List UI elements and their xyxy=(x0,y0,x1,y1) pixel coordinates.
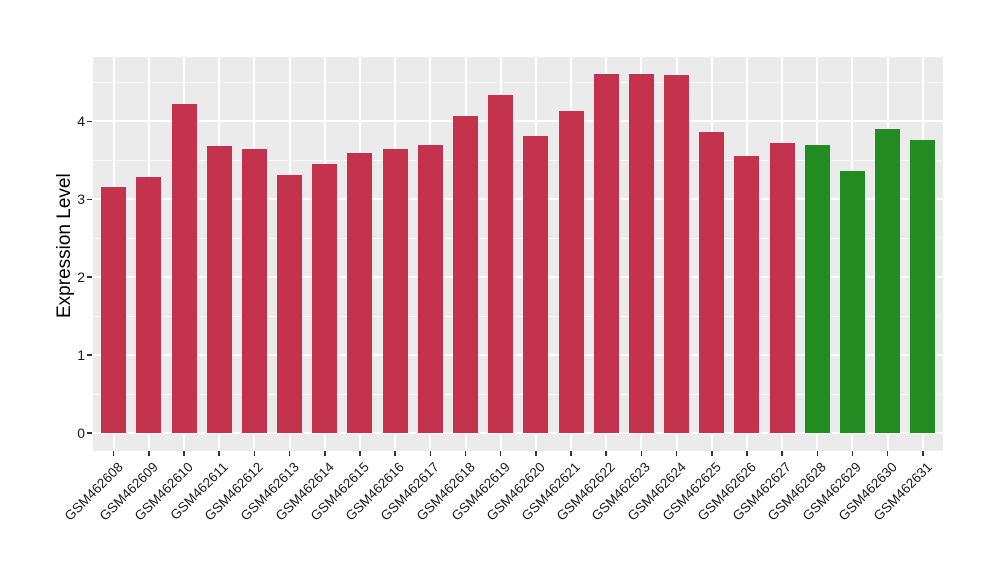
x-tick-mark xyxy=(288,451,291,456)
bar-GSM462626 xyxy=(734,155,760,433)
y-tick-label: 3 xyxy=(77,191,85,208)
bar-GSM462610 xyxy=(171,104,197,433)
x-tick-mark xyxy=(886,451,889,456)
gridline-major xyxy=(93,198,943,201)
x-tick-mark xyxy=(570,451,572,456)
x-tick-mark xyxy=(359,451,361,456)
x-tick-mark xyxy=(746,451,748,456)
x-tick-mark xyxy=(183,451,185,456)
x-tick-mark xyxy=(640,451,643,456)
bar-GSM462622 xyxy=(593,73,619,433)
gridline-minor xyxy=(93,160,943,162)
y-axis-title: Expression Level xyxy=(54,173,75,318)
x-tick-mark xyxy=(253,451,256,456)
bar-GSM462623 xyxy=(628,73,654,433)
gridline-major xyxy=(93,276,943,279)
gridline-minor xyxy=(93,316,943,318)
bar-GSM462631 xyxy=(910,140,936,433)
y-tick-mark xyxy=(87,198,92,201)
y-tick-label: 1 xyxy=(77,347,85,364)
gridline-major xyxy=(93,354,943,357)
x-tick-mark xyxy=(218,451,220,456)
x-tick-mark xyxy=(535,451,537,456)
bar-GSM462616 xyxy=(382,148,408,433)
bar-GSM462625 xyxy=(699,131,725,433)
x-tick-mark xyxy=(711,451,713,456)
y-tick-mark xyxy=(87,120,92,123)
y-tick-label: 0 xyxy=(77,425,85,441)
bar-GSM462617 xyxy=(417,144,443,433)
x-tick-mark xyxy=(816,451,819,456)
bar-GSM462609 xyxy=(136,176,162,433)
x-tick-mark xyxy=(148,451,150,456)
gridline-major xyxy=(93,120,943,123)
bar-GSM462624 xyxy=(664,75,690,433)
bar-GSM462620 xyxy=(523,136,549,433)
y-tick-label: 4 xyxy=(77,113,85,130)
gridline-minor xyxy=(93,394,943,396)
bar-GSM462615 xyxy=(347,153,373,433)
x-tick-mark xyxy=(464,451,467,456)
y-tick-mark xyxy=(87,354,92,356)
y-tick-mark xyxy=(87,276,92,278)
bar-GSM462608 xyxy=(101,186,127,433)
x-tick-mark xyxy=(781,451,783,456)
x-tick-mark xyxy=(324,451,326,456)
x-tick-mark xyxy=(922,451,924,456)
gridline-major xyxy=(93,432,943,434)
y-tick-mark xyxy=(87,432,92,434)
bar-GSM462621 xyxy=(558,111,584,433)
bar-GSM462613 xyxy=(277,175,303,433)
plot-panel xyxy=(93,57,943,451)
bar-GSM462618 xyxy=(453,115,478,433)
x-tick-mark xyxy=(394,451,396,456)
bar-GSM462628 xyxy=(804,144,830,433)
bar-GSM462611 xyxy=(206,146,232,433)
x-tick-mark xyxy=(851,451,854,456)
bar-GSM462619 xyxy=(488,94,514,433)
y-tick-label: 2 xyxy=(77,269,85,286)
gridline-minor xyxy=(93,238,943,240)
bar-GSM462612 xyxy=(241,148,267,433)
bar-GSM462630 xyxy=(875,129,901,433)
bar-GSM462614 xyxy=(312,164,338,433)
x-tick-mark xyxy=(112,451,115,456)
bar-GSM462629 xyxy=(839,171,865,433)
x-tick-mark xyxy=(429,451,432,456)
bar-GSM462627 xyxy=(769,143,795,433)
x-tick-mark xyxy=(605,451,607,456)
x-tick-mark xyxy=(675,451,678,456)
gridline-minor xyxy=(93,82,943,84)
x-tick-mark xyxy=(499,451,502,456)
